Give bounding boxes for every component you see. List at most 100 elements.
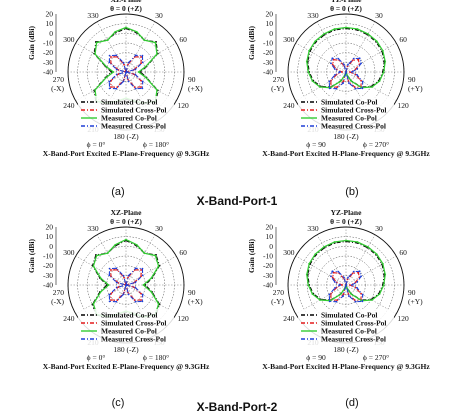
angle-label: 330 [87,224,99,233]
grid-spoke [96,21,127,73]
data-point [116,299,119,301]
data-point [361,300,364,303]
theta-top-label: θ = 0 (+Z) [110,217,142,226]
data-point [140,86,142,88]
data-point [345,73,348,76]
axis-label-right: (+X) [188,297,203,306]
data-point [356,74,359,76]
data-point [360,79,362,82]
axis-label-left: (-X) [51,297,64,306]
data-point [311,293,314,295]
phi-left-label: ϕ = 90 [306,353,326,362]
data-point [342,82,344,85]
section-title-port-2: X-Band-Port-2 [197,400,278,414]
data-point [144,76,147,79]
theta-bottom-label: 180 (-Z) [333,132,359,141]
data-point [331,57,334,60]
gain-axis-title: Gain (dBi) [247,26,256,60]
grid-spoke [345,255,397,286]
theta-top-label: θ = 0 (+Z) [330,4,362,13]
data-point [341,71,344,73]
phi-left-label: ϕ = 0° [87,140,106,149]
data-point [134,267,137,270]
grid-spoke [295,42,347,73]
data-point [335,87,338,90]
grid-spoke [316,234,347,286]
data-point [117,286,120,288]
data-point [341,284,344,286]
angle-label: 240 [63,101,75,110]
data-point [143,252,146,255]
data-point [345,26,347,29]
data-point [356,68,359,70]
data-point [330,292,332,295]
data-point [157,302,160,305]
chart-caption: X-Band-Port Excited E-Plane-Frequency @ … [43,149,210,158]
data-point [123,276,125,279]
data-point [114,30,117,33]
data-point [123,63,125,66]
legend-entry: Simulated Cross-Pol [321,319,387,328]
data-point [330,275,332,278]
gain-tick-label: -10 [263,252,273,261]
data-point [328,87,331,90]
data-point [331,63,334,66]
data-point [354,87,357,90]
angle-label: 30 [375,224,383,233]
data-point [94,88,96,91]
data-point [339,80,342,83]
gain-axis-title: Gain (dBi) [27,239,36,273]
gain-tick-label: 10 [266,19,274,28]
data-point [357,58,360,61]
data-point [339,293,342,296]
panel-label: (b) [345,186,358,198]
gain-tick-label: 20 [266,223,274,232]
gain-tick-label: -40 [263,68,273,77]
angle-label: 330 [307,224,319,233]
legend-entry: Simulated Cross-Pol [101,319,167,328]
data-point [125,284,127,286]
data-point [342,295,344,298]
data-point [333,241,336,243]
panel-label: (d) [345,397,358,409]
data-point [140,275,142,278]
data-point [356,287,359,289]
data-point [360,292,362,295]
data-point [337,57,340,60]
gain-tick-label: -10 [263,39,273,48]
phi-right-label: ϕ = 180° [143,353,169,362]
data-point [156,53,158,56]
data-point [367,33,369,35]
data-point [348,82,350,85]
data-point [378,293,381,295]
data-point [106,39,109,42]
data-point [127,80,130,83]
data-point [382,284,385,286]
data-point [333,281,336,283]
angle-label: 240 [63,314,75,323]
data-point [360,62,362,65]
data-point [134,73,137,76]
data-point [154,254,157,257]
data-point [339,71,342,73]
angle-label-right: 90 [188,75,196,84]
data-point [361,87,364,90]
data-point [137,71,140,73]
data-point [140,269,142,271]
gain-tick-label: -10 [43,252,53,261]
data-point [95,41,98,44]
data-point [308,262,311,265]
data-point [115,54,118,57]
grid-spoke [125,21,156,73]
phi-right-label: ϕ = 180° [143,140,169,149]
gain-tick-label: 0 [49,29,53,38]
data-point [354,300,357,303]
data-point [110,86,112,88]
data-point [105,65,108,68]
data-point [305,273,308,276]
gain-tick-label: -40 [43,281,53,290]
angle-label: 120 [398,314,410,323]
data-point [144,65,147,68]
